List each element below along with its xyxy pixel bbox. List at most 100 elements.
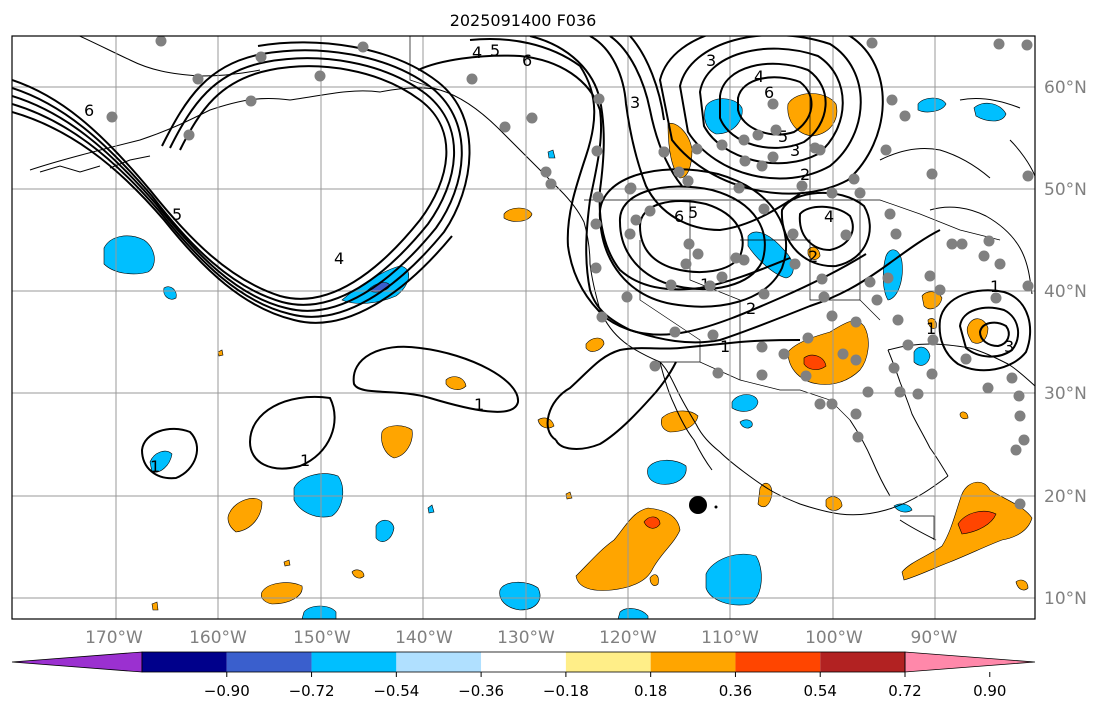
station-marker (192, 73, 204, 85)
station-marker (183, 129, 195, 141)
station-marker (902, 339, 914, 351)
contour-label: 3 (1004, 337, 1014, 356)
longitude-labels: 170°W 160°W 150°W 140°W 130°W 120°W 110°… (85, 628, 958, 648)
contour-label: 1 (720, 337, 730, 356)
colorbar-extend-low (11, 651, 143, 673)
station-marker (540, 166, 552, 178)
station-marker (826, 187, 838, 199)
colorbar-tick-label: 0.90 (973, 682, 1006, 700)
contour-label: 3 (790, 141, 800, 160)
station-marker (956, 238, 968, 250)
station-marker (596, 311, 608, 323)
colorbar-tick-label: −0.36 (458, 682, 504, 700)
station-marker (669, 326, 681, 338)
station-marker (758, 288, 770, 300)
station-marker (864, 276, 876, 288)
lon-label: 150°W (293, 628, 351, 648)
station-marker (704, 280, 716, 292)
station-marker (499, 121, 511, 133)
station-marker (882, 272, 894, 284)
contour-label: 6 (522, 51, 532, 70)
station-marker (621, 291, 633, 303)
station-marker (691, 143, 703, 155)
station-marker (927, 334, 939, 346)
colorbar-segment (820, 652, 905, 672)
station-marker (593, 93, 605, 105)
contour-label: 5 (778, 127, 788, 146)
storm-center-marker (689, 496, 707, 514)
contour-label: 1 (300, 451, 310, 470)
station-marker (926, 368, 938, 380)
station-marker (814, 398, 826, 410)
contour-label: 4 (472, 43, 482, 62)
colorbar-tick-label: −0.18 (543, 682, 589, 700)
station-marker (592, 191, 604, 203)
station-marker (880, 144, 892, 156)
station-marker (886, 94, 898, 106)
lat-label: 50°N (1044, 180, 1087, 200)
colorbar: −0.90 −0.72 −0.54 −0.36 −0.18 0.18 0.36 0.54 0.7… (11, 651, 1036, 700)
colorbar-segment (481, 652, 566, 672)
station-marker (767, 151, 779, 163)
station-marker (852, 431, 864, 443)
station-marker (946, 238, 958, 250)
station-marker (1014, 498, 1026, 510)
station-marker (1018, 434, 1030, 446)
station-marker (816, 273, 828, 285)
station-marker (756, 341, 768, 353)
station-marker (800, 370, 812, 382)
colorbar-segment (142, 652, 227, 672)
colorbar-segment (226, 652, 312, 672)
station-marker (590, 218, 602, 230)
station-marker (658, 146, 670, 158)
station-marker (862, 386, 874, 398)
station-marker (818, 291, 830, 303)
station-marker (716, 139, 728, 151)
contour-label: 6 (674, 207, 684, 226)
contour-label: 3 (630, 93, 640, 112)
station-marker (756, 160, 768, 172)
colorbar-outline (141, 651, 906, 673)
contour-label: 6 (84, 101, 94, 120)
map-frame (11, 35, 1036, 620)
station-marker (826, 310, 838, 322)
negative-anomaly-shading (103, 97, 1007, 619)
station-marker (1010, 444, 1022, 456)
station-marker (624, 228, 636, 240)
lon-label: 120°W (599, 628, 657, 648)
station-marker (756, 369, 768, 381)
contour-label: 4 (824, 207, 834, 226)
station-marker (526, 112, 538, 124)
map-area: 6 5 4 1 1 1 1 6 5 4 3 2 1 6 5 3 2 4 6 5 … (12, 36, 1035, 619)
lon-label: 100°W (805, 628, 863, 648)
station-marker (752, 129, 764, 141)
station-marker (892, 314, 904, 326)
station-marker (1014, 410, 1026, 422)
colorbar-tick-label: 0.18 (634, 682, 667, 700)
station-marker (255, 51, 267, 63)
station-marker (712, 367, 724, 379)
station-marker (1021, 39, 1033, 51)
station-marker (357, 41, 369, 53)
station-marker (590, 262, 602, 274)
contour-label: 5 (172, 205, 182, 224)
station-marker (894, 386, 906, 398)
station-marker (630, 214, 642, 226)
station-marker (1022, 170, 1034, 182)
station-marker (983, 235, 995, 247)
colorbar-extend-high (904, 651, 1036, 673)
latitude-labels: 60°N 50°N 40°N 30°N 20°N 10°N (1044, 78, 1087, 609)
station-marker (644, 205, 656, 217)
station-marker (899, 110, 911, 122)
station-marker (155, 36, 167, 47)
graticule (12, 36, 1035, 619)
station-marker (1022, 280, 1034, 292)
station-marker (625, 182, 637, 194)
storm-track-dot (714, 505, 718, 509)
station-marker (978, 250, 990, 262)
station-marker (934, 284, 946, 296)
station-marker (850, 316, 862, 328)
station-marker (466, 73, 478, 85)
station-marker (707, 329, 719, 341)
station-marker (716, 271, 728, 283)
